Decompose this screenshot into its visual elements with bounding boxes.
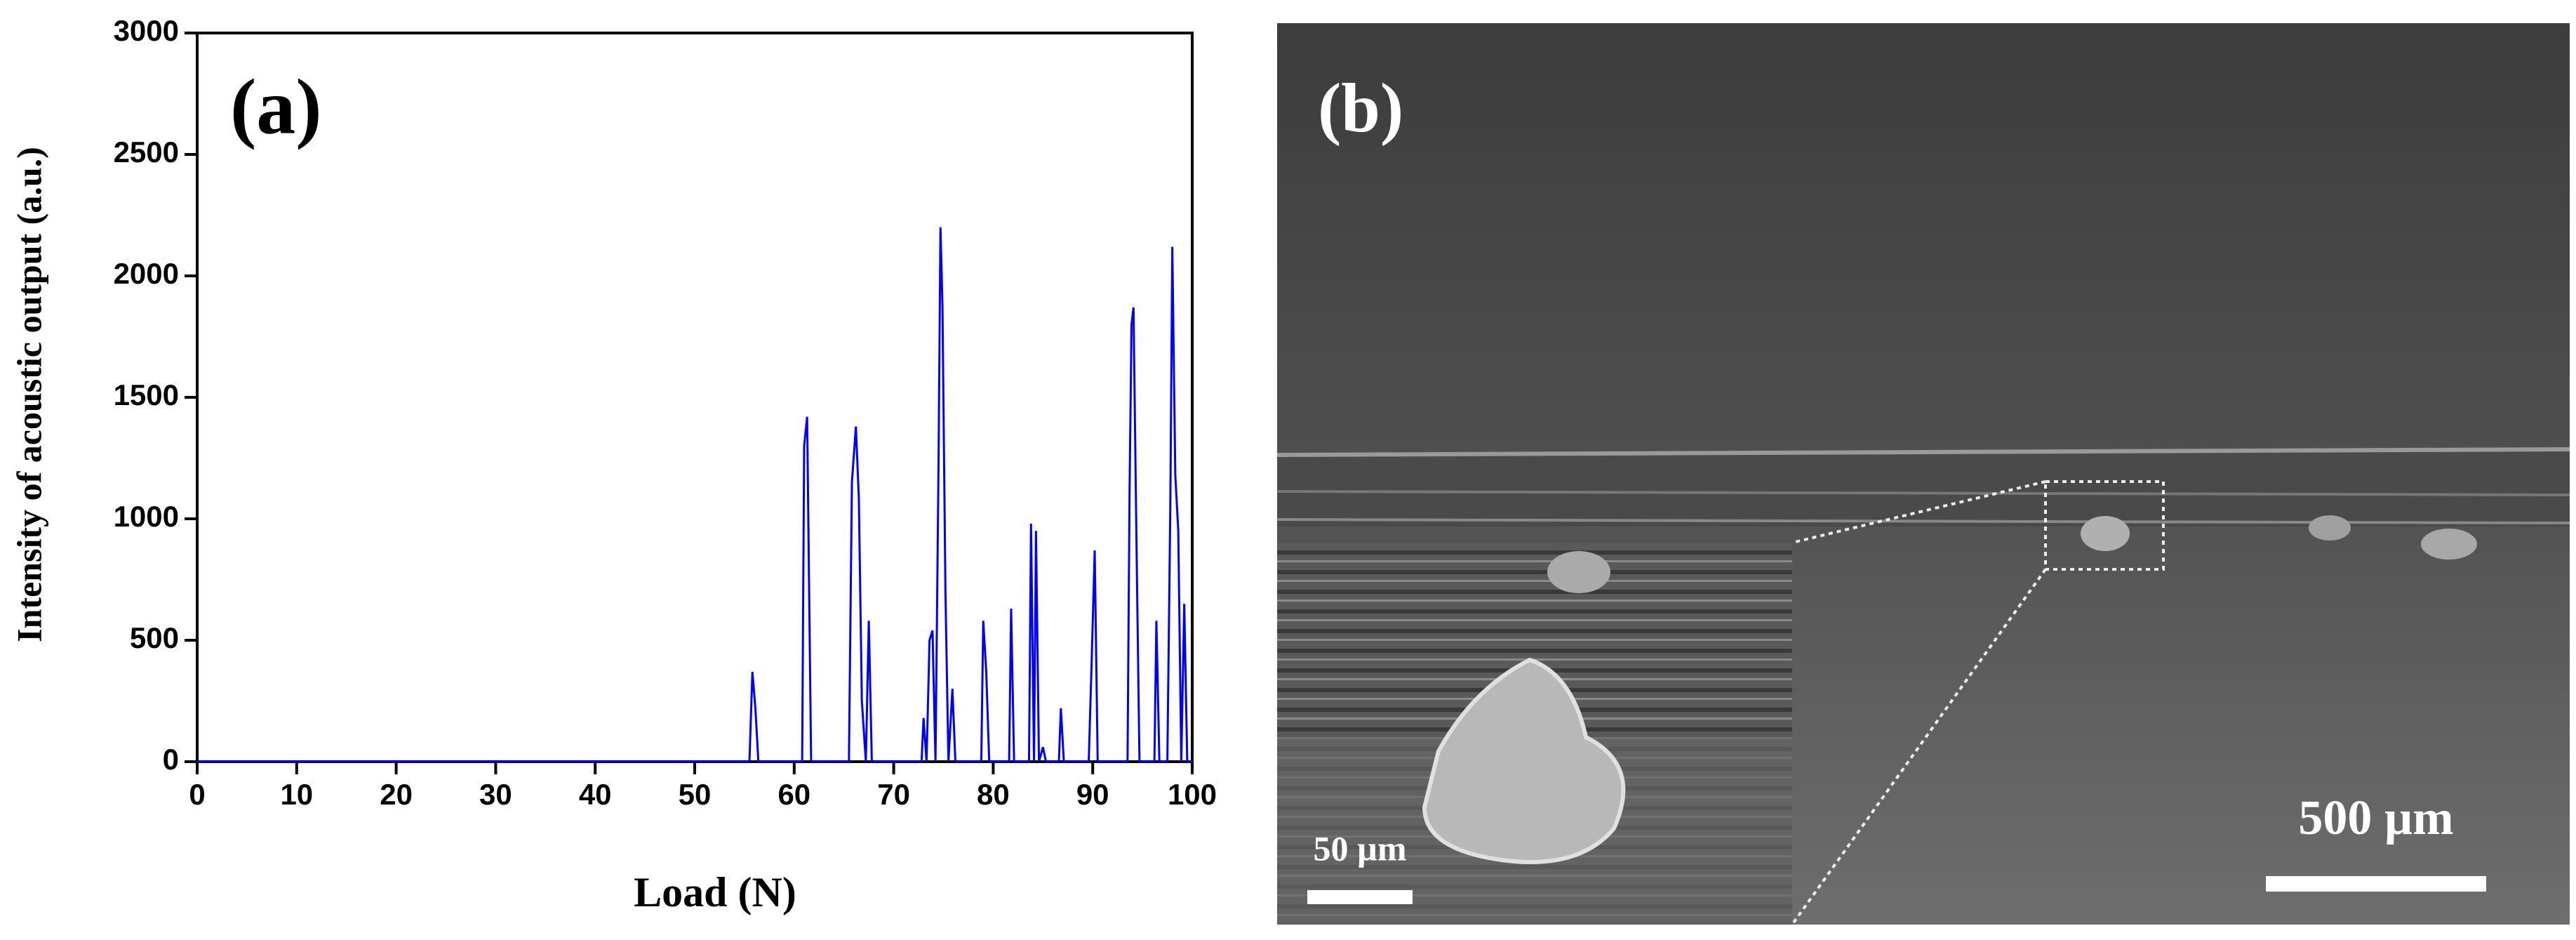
scale-bar: [2266, 876, 2486, 892]
debris: [2081, 516, 2130, 551]
x-tick-label: 100: [1168, 778, 1217, 811]
x-tick-label: 90: [1076, 778, 1109, 811]
x-tick-label: 60: [778, 778, 810, 811]
y-tick-label: 1500: [114, 378, 179, 411]
y-tick-label: 2000: [114, 257, 179, 290]
sem-panel: 500 µm 50 µm (b): [1276, 23, 2570, 926]
y-tick-label: 2500: [114, 135, 179, 168]
x-tick-label: 40: [579, 778, 612, 811]
y-tick-label: 0: [163, 743, 179, 776]
scale-bar-label: 500 µm: [2298, 791, 2453, 845]
panel-label: (b): [1318, 69, 1403, 147]
data-line: [197, 227, 1192, 763]
inset-debris: [1422, 657, 1626, 864]
panel-label: (a): [230, 64, 322, 151]
inset-scale-bar: [1307, 890, 1413, 904]
inset-scale-bar-label: 50 µm: [1314, 828, 1407, 868]
scratch-edge: [1276, 447, 2570, 457]
scratch-line: [1276, 490, 2570, 496]
y-axis-label: Intensity of acoustic output (a.u.): [9, 147, 48, 642]
x-tick-label: 70: [877, 778, 910, 811]
y-tick-label: 1000: [114, 500, 179, 533]
scratch-track: [1277, 452, 2570, 527]
x-tick-label: 10: [280, 778, 313, 811]
x-tick-label: 30: [479, 778, 512, 811]
zoom-box: [2044, 480, 2165, 571]
y-tick-label: 500: [130, 621, 179, 654]
inset-debris: [1547, 551, 1610, 593]
debris: [2421, 529, 2477, 560]
x-tick-label: 80: [977, 778, 1010, 811]
zoom-line: [1791, 568, 2047, 926]
chart-a: (a) Load (N) Intensity of acoustic outpu…: [9, 14, 1217, 915]
debris: [2309, 515, 2351, 541]
x-axis-label: Load (N): [634, 869, 796, 915]
scratch-line: [1276, 518, 2570, 524]
y-tick-label: 3000: [114, 14, 179, 47]
plot-frame: [196, 32, 1194, 763]
zoom-line: [1791, 480, 2046, 544]
x-tick-label: 0: [189, 778, 205, 811]
x-tick-label: 50: [679, 778, 712, 811]
x-tick-label: 20: [380, 778, 413, 811]
